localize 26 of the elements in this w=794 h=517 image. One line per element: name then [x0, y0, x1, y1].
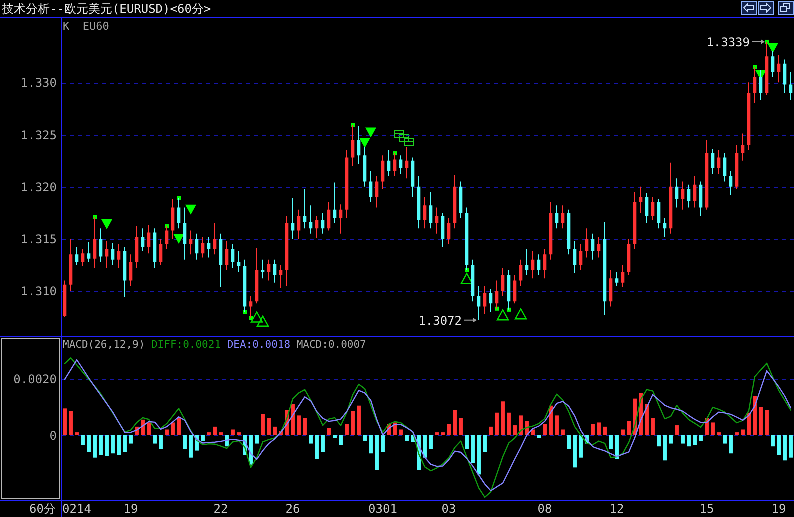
annotation: MACD:0.0007: [296, 339, 366, 351]
ytick: 1.320: [20, 180, 57, 194]
xtick: 26: [286, 502, 300, 516]
xtick: 08: [538, 502, 552, 516]
legend: DEA:0.0018: [227, 339, 291, 351]
annotation: 1.3339: [706, 35, 750, 50]
subtitle: K EU60: [63, 20, 110, 33]
xlabel: 60分: [30, 502, 56, 516]
xtick: 12: [610, 502, 624, 516]
ytick: 0.0020: [14, 372, 57, 387]
xtick: 03: [442, 502, 456, 516]
xtick: 19: [124, 502, 138, 516]
xtick: 0214: [62, 502, 92, 516]
xtick: 15: [700, 502, 714, 516]
ytick: 1.310: [20, 284, 57, 299]
title: MACD(26,12,9): [63, 339, 146, 351]
annotation: 1.3072: [418, 314, 462, 328]
xtick: 22: [214, 502, 228, 516]
ytick: 1.325: [20, 128, 57, 142]
ytick: 1.315: [20, 232, 57, 247]
xtick: 19: [772, 502, 786, 516]
title: 技术分析--欧元美元(EURUSD)<60分>: [2, 2, 212, 16]
ytick: 0: [50, 428, 57, 443]
xtick: 0301: [368, 502, 398, 516]
ytick: 1.330: [20, 76, 57, 90]
legend: DIFF:0.0021: [152, 339, 222, 351]
